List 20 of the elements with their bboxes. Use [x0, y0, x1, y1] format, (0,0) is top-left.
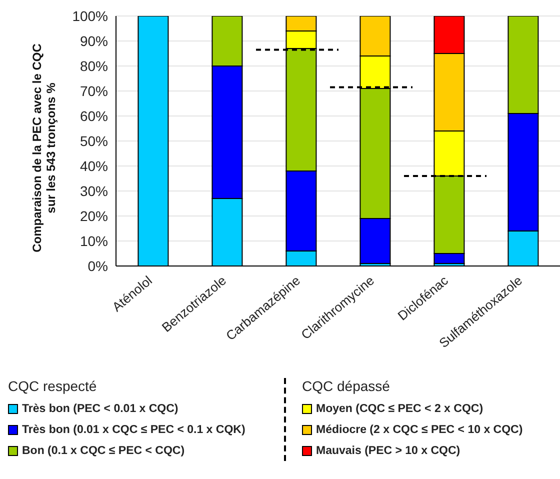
y-tick-label: 70%	[80, 82, 108, 99]
y-tick-label: 40%	[80, 158, 108, 174]
y-tick-label: 0%	[88, 258, 108, 274]
legend-label: Moyen (CQC ≤ PEC < 2 x CQC)	[315, 402, 484, 416]
y-axis-title: Comparaison de la PEC avec le CQC sur les 543 tronçons %	[30, 43, 58, 252]
y-tick-label: 10%	[80, 232, 108, 249]
y-tick-label: 20%	[80, 208, 108, 224]
legend-label: Très bon (0.01 x CQC ≤ PEC < 0.1 x CQK)	[21, 422, 246, 438]
legend-label: Médiocre (2 x CQC ≤ PEC < 10 x CQC)	[315, 422, 524, 438]
text: CQC dépassé	[302, 378, 390, 394]
legend-label: Mauvais (PEC > 10 x CQC)	[315, 444, 462, 458]
y-tick-label: 30%	[80, 182, 108, 199]
y-tick-label: 80%	[80, 58, 108, 74]
y-tick-label: 100%	[72, 8, 108, 24]
y-tick-label: 50%	[80, 132, 108, 149]
y-tick-label: 90%	[80, 32, 108, 49]
y-tick-label: 60%	[80, 108, 108, 124]
legend-label: Très bon (PEC < 0.01 x CQC)	[21, 402, 180, 416]
text: CQC respecté	[8, 378, 97, 394]
legend-label: Bon (0.1 x CQC ≤ PEC < CQC)	[21, 444, 186, 458]
